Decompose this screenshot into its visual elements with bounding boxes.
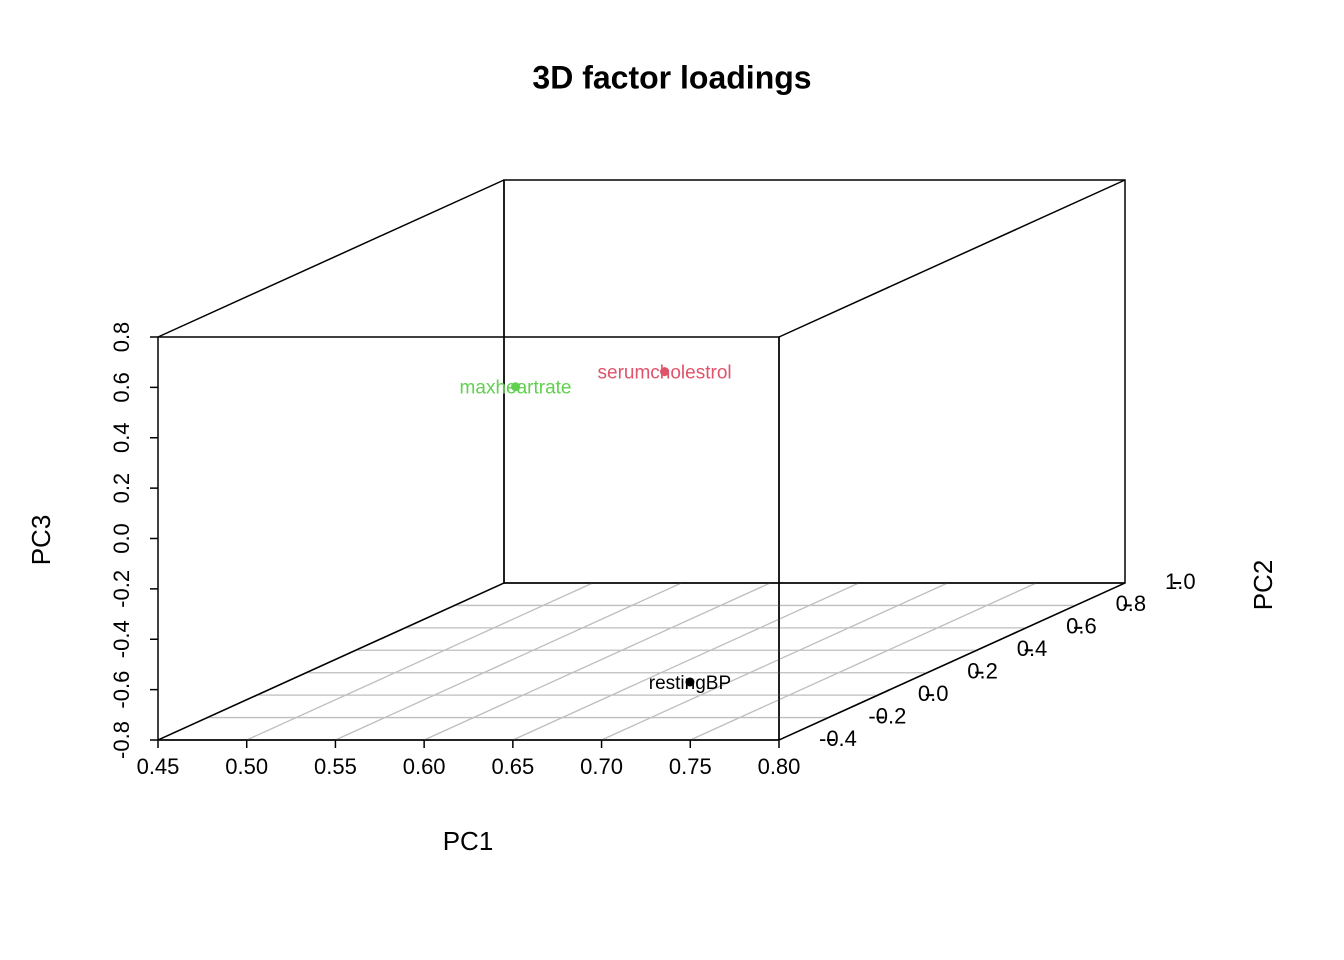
x-tick-label: 0.60 [403, 754, 446, 779]
grid-line [423, 582, 771, 741]
point [660, 367, 670, 377]
y-tick-label: 0.8 [1116, 591, 1147, 616]
grid-line [512, 582, 860, 741]
grid-line [601, 582, 948, 741]
point-label: restingBP [649, 673, 731, 694]
point [685, 677, 695, 687]
z-tick-label: 0.8 [109, 322, 134, 353]
y-tick-label: 0.4 [1017, 636, 1048, 661]
y-tick-label: -0.4 [819, 726, 857, 751]
x-axis-label: PC1 [443, 826, 494, 856]
z-tick-label: 0.0 [109, 523, 134, 554]
box [157, 179, 1126, 741]
z-tick-label: 0.4 [109, 422, 134, 453]
x-tick-label: 0.75 [669, 754, 712, 779]
y-tick-label: 1.0 [1165, 569, 1196, 594]
grid-line [335, 582, 682, 741]
y-tick-label: -0.2 [868, 703, 906, 728]
z-tick-label: -0.8 [109, 721, 134, 759]
point [511, 382, 521, 392]
box-edge [778, 582, 1126, 741]
grid-line [690, 582, 1037, 741]
x-tick-label: 0.70 [580, 754, 623, 779]
box-edge [157, 582, 505, 741]
z-axis-label: PC3 [26, 515, 56, 566]
x-tick-label: 0.55 [314, 754, 357, 779]
z-tick-label: -0.4 [109, 620, 134, 658]
y-axis-label: PC2 [1248, 560, 1278, 611]
x-tick-label: 0.45 [137, 754, 180, 779]
x-tick-label: 0.80 [758, 754, 801, 779]
y-tick-label: 0.2 [967, 659, 998, 684]
chart-title: 3D factor loadings [532, 59, 811, 95]
point-label: serumcholestrol [598, 363, 732, 384]
z-tick-label: -0.6 [109, 671, 134, 709]
y-tick-label: 0.0 [918, 681, 949, 706]
y-tick-label: 0.6 [1066, 614, 1097, 639]
z-tick-label: -0.2 [109, 570, 134, 608]
grid-line [246, 582, 593, 741]
x-tick-label: 0.65 [491, 754, 534, 779]
z-tick-label: 0.2 [109, 473, 134, 504]
x-tick-label: 0.50 [225, 754, 268, 779]
point-label: maxheartrate [460, 378, 572, 399]
z-tick-label: 0.6 [109, 372, 134, 403]
